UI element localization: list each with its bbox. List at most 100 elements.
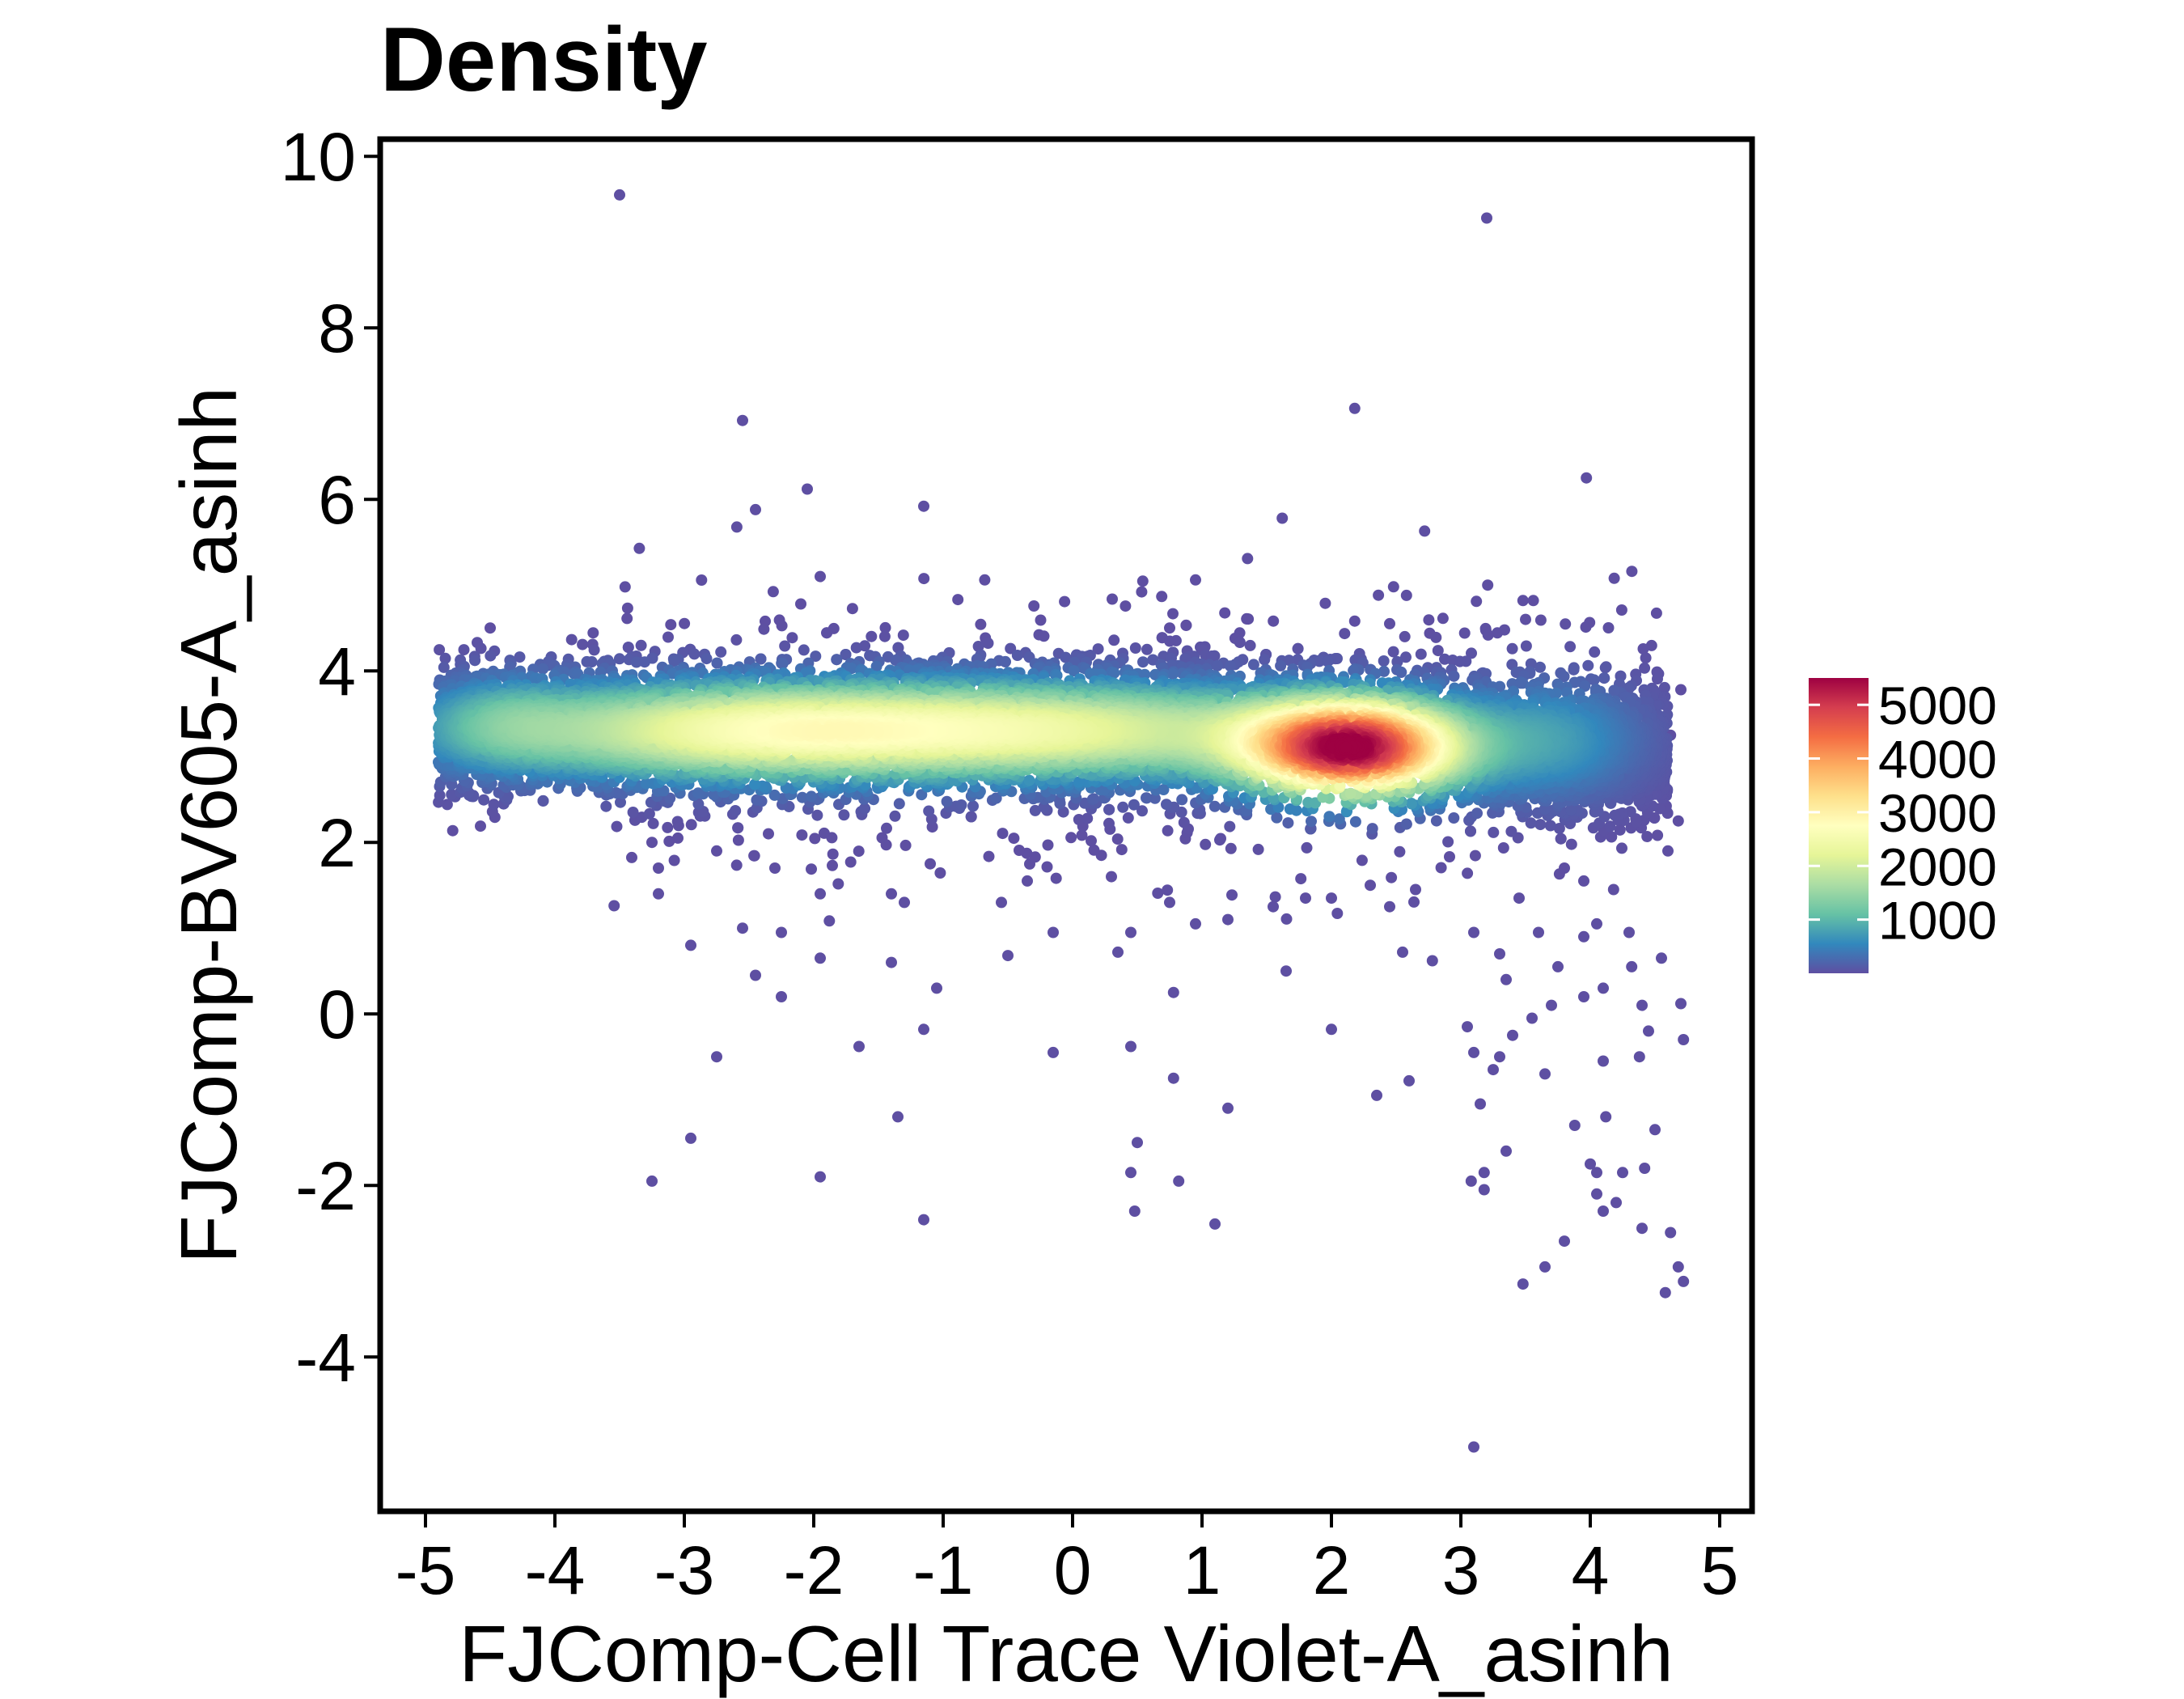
data-point — [458, 644, 470, 656]
data-point — [1292, 642, 1304, 655]
data-point — [613, 653, 625, 665]
data-point — [899, 839, 912, 851]
data-point — [668, 854, 680, 866]
data-point — [633, 542, 645, 554]
data-point — [1672, 1260, 1684, 1273]
data-point — [1086, 835, 1097, 847]
data-point — [1103, 803, 1115, 816]
data-point — [1580, 621, 1592, 633]
data-point — [815, 1171, 826, 1183]
data-point — [1092, 643, 1104, 655]
data-point — [1280, 965, 1292, 977]
data-point — [1659, 1286, 1671, 1299]
data-point — [1481, 212, 1492, 224]
data-point — [1136, 586, 1148, 598]
data-point — [786, 632, 798, 644]
data-point — [997, 828, 1009, 840]
data-point — [1387, 646, 1399, 658]
data-point — [1675, 998, 1687, 1010]
data-point — [1234, 636, 1246, 648]
data-point — [1008, 833, 1020, 845]
data-point — [1636, 1222, 1648, 1235]
data-point — [1088, 844, 1100, 856]
data-point — [859, 803, 870, 815]
data-point — [643, 807, 655, 820]
data-point — [1002, 950, 1014, 962]
data-point — [827, 859, 838, 871]
data-point — [1564, 641, 1577, 653]
data-point — [1649, 1124, 1661, 1136]
data-point — [664, 792, 676, 804]
data-point — [438, 661, 450, 673]
data-point — [1215, 833, 1226, 845]
data-point — [1208, 800, 1221, 812]
data-point — [1500, 1145, 1512, 1157]
data-point — [434, 644, 446, 656]
data-point — [1591, 917, 1602, 930]
data-point — [1607, 883, 1619, 896]
data-point — [1400, 651, 1412, 663]
data-point — [1581, 472, 1593, 484]
data-point — [767, 586, 779, 598]
data-point — [1448, 670, 1460, 682]
data-point — [1568, 663, 1580, 676]
data-point — [446, 789, 458, 800]
data-point — [1057, 806, 1069, 818]
data-point — [1488, 1064, 1499, 1076]
data-point — [447, 824, 459, 837]
data-point — [1048, 1046, 1059, 1058]
data-point — [1430, 815, 1442, 827]
data-point — [1132, 1137, 1143, 1149]
data-point — [1395, 666, 1407, 678]
data-point — [1525, 817, 1537, 829]
data-point — [1465, 825, 1476, 837]
data-point — [514, 651, 526, 663]
data-point — [1005, 642, 1017, 655]
data-point — [798, 644, 810, 656]
data-point — [662, 821, 674, 833]
data-point — [809, 833, 821, 845]
data-point — [1252, 843, 1264, 855]
data-point — [671, 816, 684, 828]
data-point — [811, 809, 823, 821]
data-point — [1356, 854, 1368, 866]
data-point — [668, 655, 680, 667]
data-point — [1106, 871, 1117, 883]
data-point — [1432, 645, 1444, 657]
data-point — [1137, 656, 1149, 668]
data-point — [802, 483, 813, 495]
data-point — [1546, 999, 1557, 1011]
data-point — [815, 888, 826, 900]
data-point — [1639, 1163, 1651, 1174]
data-point — [853, 1040, 865, 1053]
data-point — [1117, 801, 1129, 813]
data-point — [1662, 845, 1674, 857]
data-point — [1147, 654, 1159, 666]
data-point — [844, 856, 857, 868]
data-point — [646, 1175, 658, 1187]
data-point — [1164, 635, 1176, 647]
data-point — [1371, 1089, 1382, 1101]
data-point — [1107, 593, 1118, 605]
data-point — [1400, 589, 1412, 601]
data-point — [441, 799, 453, 811]
data-point — [859, 640, 871, 652]
data-point — [1608, 572, 1620, 584]
data-point — [1675, 684, 1687, 696]
data-point — [1578, 991, 1589, 1002]
data-point — [1533, 926, 1544, 938]
data-point — [755, 653, 767, 665]
data-point — [818, 827, 830, 839]
data-point — [635, 639, 647, 651]
data-point — [897, 629, 909, 642]
data-point — [1014, 845, 1025, 856]
data-point — [1115, 844, 1128, 856]
data-point — [1555, 833, 1567, 845]
data-point — [878, 630, 891, 642]
data-point — [611, 820, 623, 833]
data-point — [853, 845, 865, 858]
data-point — [730, 859, 743, 871]
data-point — [1600, 1111, 1612, 1123]
data-point — [1492, 627, 1504, 639]
data-point — [1637, 643, 1649, 655]
